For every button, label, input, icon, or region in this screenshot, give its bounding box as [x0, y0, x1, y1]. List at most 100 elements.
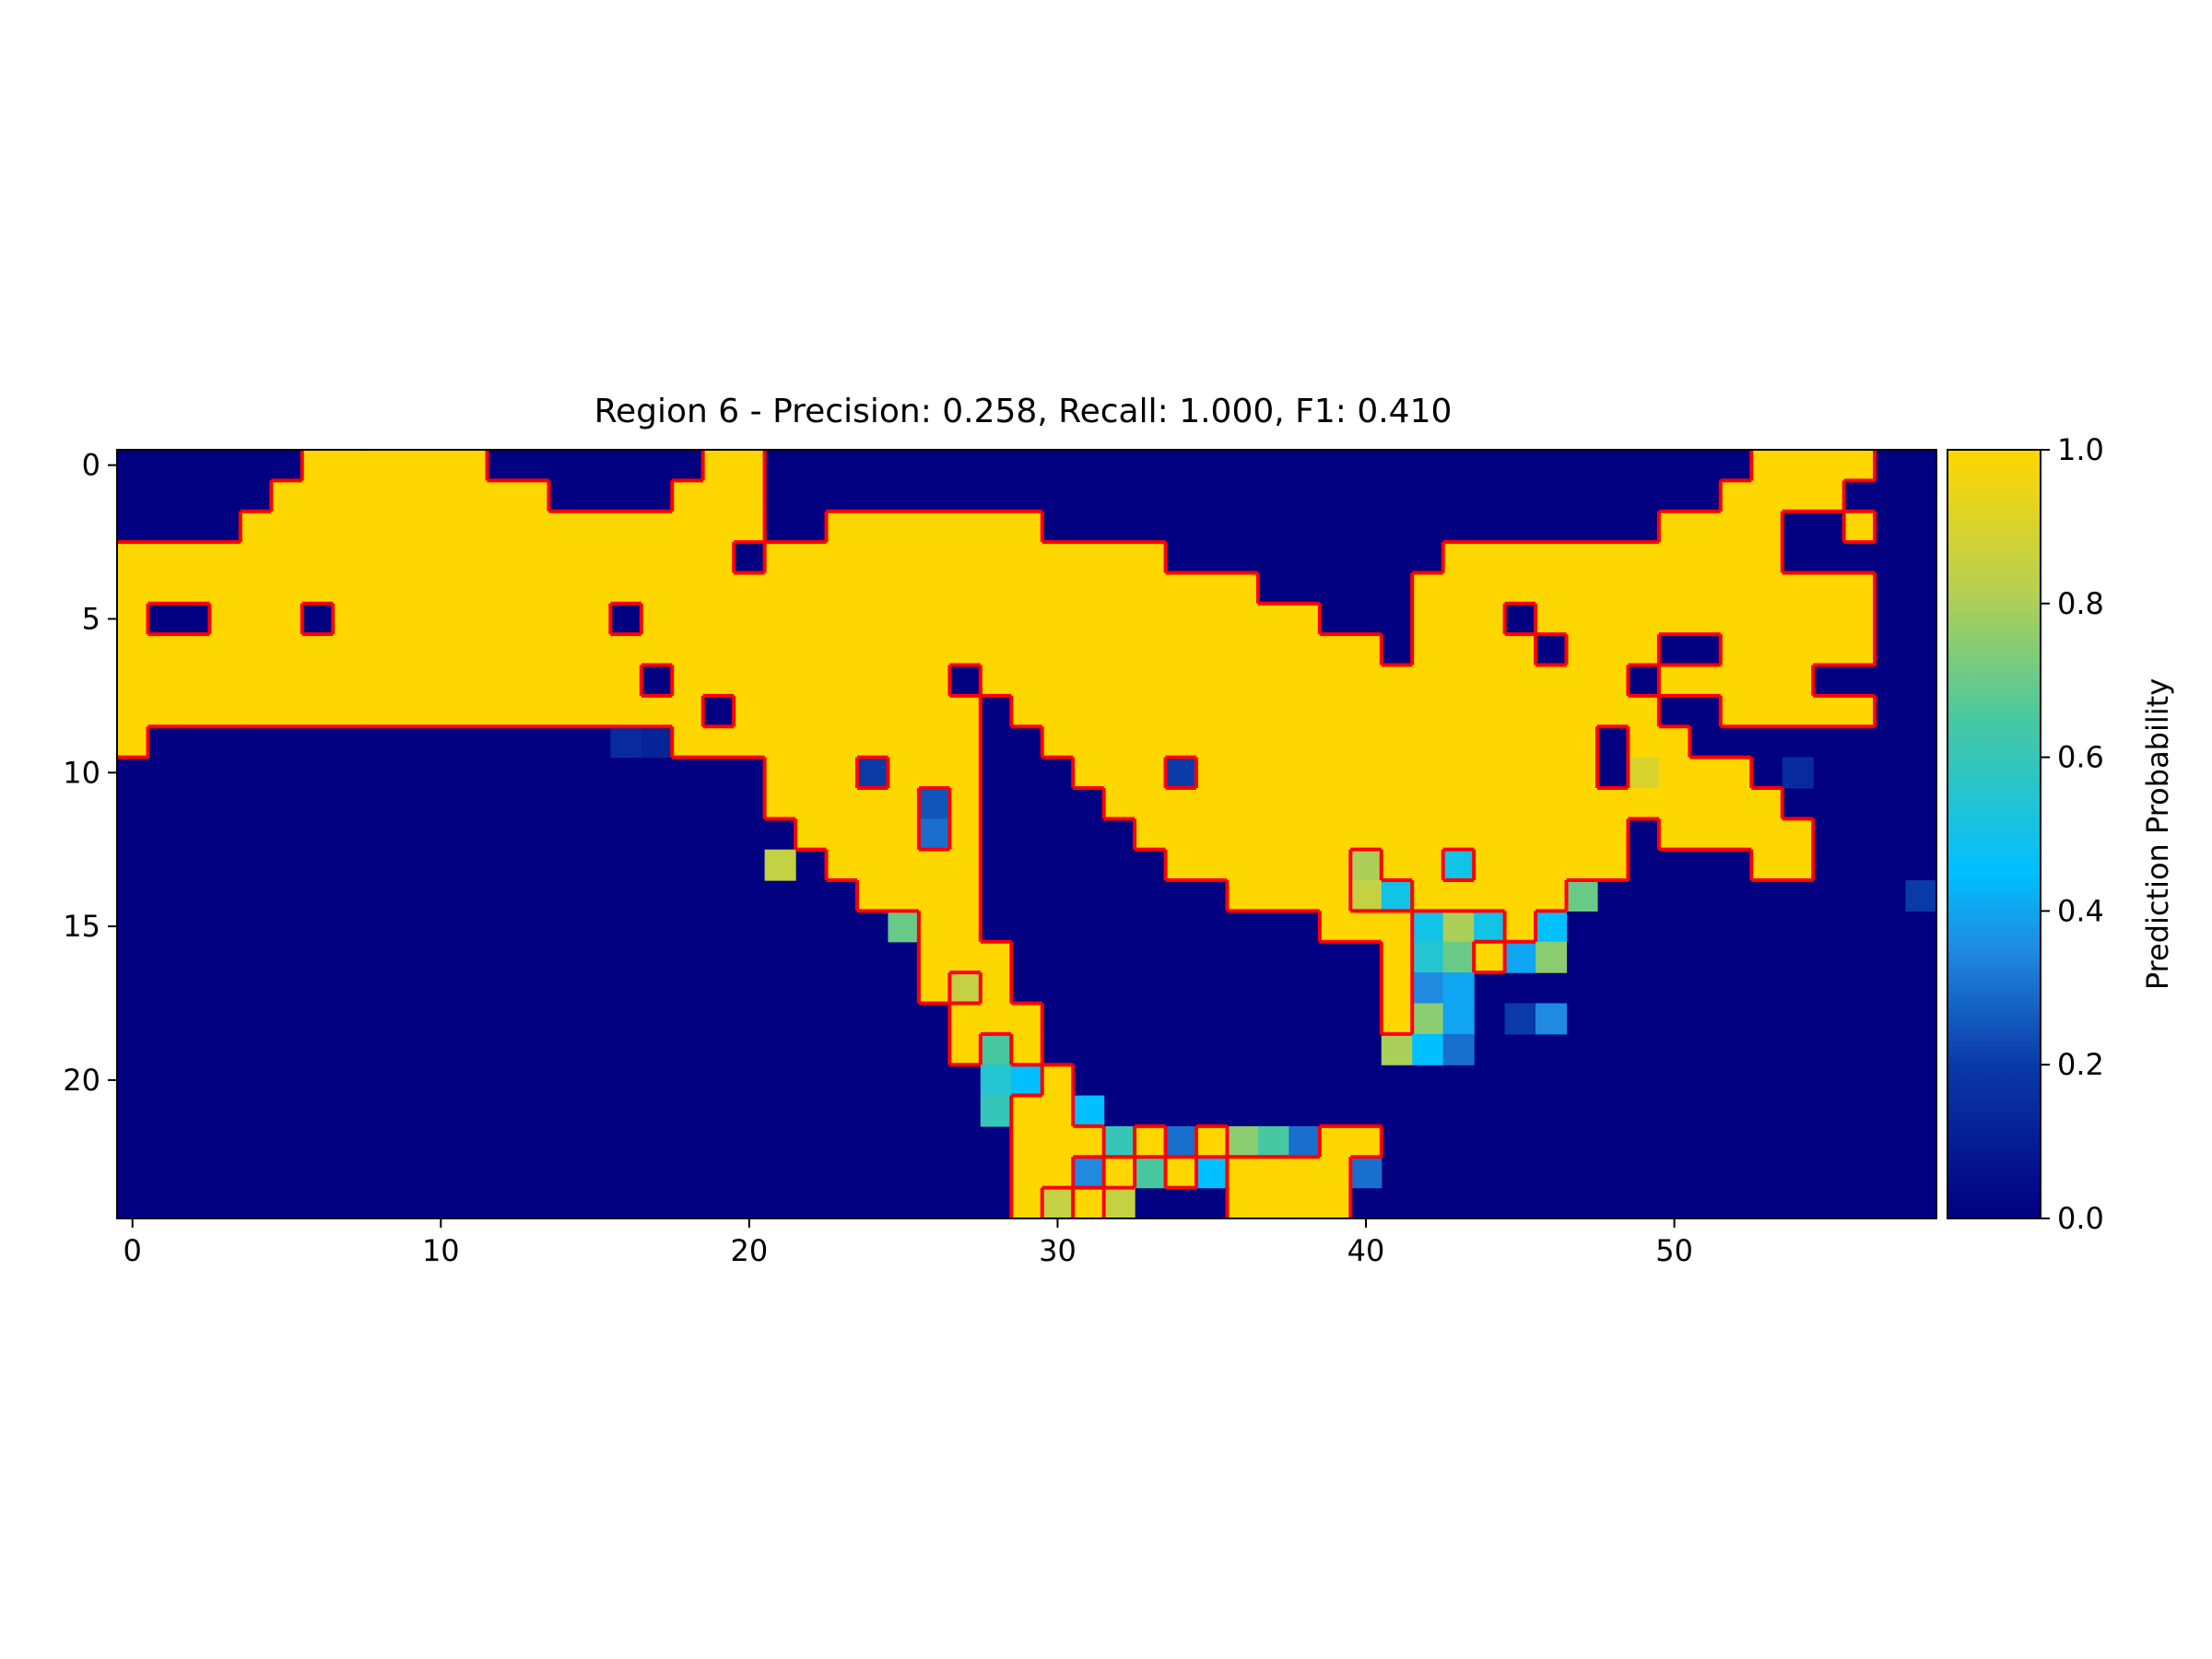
heatmap-cell — [1442, 1003, 1475, 1035]
heatmap-cell — [1257, 787, 1289, 819]
heatmap-cell — [826, 542, 858, 574]
x-tick-label: 30 — [1039, 1233, 1077, 1268]
heatmap-cell — [240, 511, 272, 543]
heatmap-cell — [1227, 572, 1259, 605]
heatmap-cell — [1720, 634, 1752, 666]
heatmap-cell — [856, 695, 889, 727]
heatmap-cell — [1350, 695, 1382, 727]
heatmap-cell — [1474, 757, 1506, 789]
heatmap-cell — [579, 634, 611, 666]
heatmap-cell — [980, 542, 1012, 574]
heatmap-cell — [980, 972, 1012, 1005]
heatmap-cell — [1227, 695, 1259, 727]
heatmap-cell — [1628, 787, 1660, 819]
heatmap-cell — [1165, 665, 1197, 697]
heatmap-cell — [1073, 1187, 1105, 1218]
heatmap-cell — [918, 634, 950, 666]
heatmap-cell — [209, 634, 241, 666]
heatmap-cell — [363, 634, 395, 666]
heatmap-cell — [1442, 787, 1475, 819]
heatmap-cell — [394, 480, 427, 512]
heatmap-cell — [918, 818, 950, 851]
heatmap-cell — [425, 480, 457, 512]
heatmap-cell — [1535, 1003, 1568, 1035]
heatmap-cell — [240, 665, 272, 697]
heatmap-cell — [1442, 818, 1475, 851]
heatmap-cell — [1751, 542, 1783, 574]
heatmap-cell — [1041, 665, 1074, 697]
heatmap-cell — [1474, 665, 1506, 697]
heatmap-cell — [795, 665, 828, 697]
colorbar — [1947, 449, 2041, 1219]
heatmap-cell — [363, 665, 395, 697]
heatmap-cell — [271, 695, 303, 727]
heatmap-cell — [1474, 787, 1506, 819]
heatmap-cell — [548, 603, 581, 635]
heatmap-cell — [1720, 818, 1752, 851]
heatmap-cell — [1381, 1003, 1413, 1035]
heatmap-cell — [918, 665, 950, 697]
heatmap-cell — [301, 572, 334, 605]
heatmap-cell — [1103, 634, 1135, 666]
heatmap-cell — [1288, 849, 1321, 881]
heatmap-cell — [1535, 911, 1568, 943]
heatmap-cell — [1165, 1125, 1197, 1158]
heatmap-cell — [1751, 695, 1783, 727]
heatmap-cell — [1442, 726, 1475, 759]
heatmap-cell — [888, 818, 920, 851]
heatmap-cell — [1566, 572, 1598, 605]
heatmap-cell — [1566, 634, 1598, 666]
heatmap-cell — [147, 665, 180, 697]
heatmap-cell — [949, 726, 982, 759]
heatmap-cell — [672, 511, 704, 543]
heatmap-cell — [980, 603, 1012, 635]
heatmap-cell — [1658, 511, 1690, 543]
x-tick-label: 20 — [731, 1233, 769, 1268]
heatmap-cell — [1474, 911, 1506, 943]
heatmap-cell — [1319, 1125, 1351, 1158]
heatmap-cell — [1474, 603, 1506, 635]
heatmap-cell — [888, 665, 920, 697]
heatmap-cell — [1319, 634, 1351, 666]
heatmap-cell — [1596, 572, 1630, 605]
heatmap-cell — [456, 480, 488, 512]
heatmap-cell — [1566, 665, 1598, 697]
heatmap-cell — [1474, 634, 1506, 666]
heatmap-cell — [1596, 603, 1630, 635]
heatmap-cell — [672, 480, 704, 512]
heatmap-cell — [1504, 757, 1536, 789]
heatmap-cell — [641, 542, 673, 574]
heatmap-cell — [240, 695, 272, 727]
heatmap-cell — [456, 450, 488, 481]
heatmap-cell — [1350, 665, 1382, 697]
heatmap-cell — [1689, 787, 1722, 819]
colorbar-tick-label: 0.6 — [2057, 740, 2104, 775]
heatmap-cell — [1658, 818, 1690, 851]
heatmap-cell — [980, 1033, 1012, 1065]
contour-overlay — [117, 450, 1877, 1218]
heatmap-cell — [1535, 941, 1568, 973]
heatmap-cell — [610, 542, 642, 574]
heatmap-cell — [734, 450, 766, 481]
heatmap-cell — [1103, 787, 1135, 819]
heatmap-cell — [1011, 603, 1043, 635]
heatmap-cell — [1103, 1125, 1135, 1158]
heatmap-cell — [949, 849, 982, 881]
heatmap-cell — [918, 941, 950, 973]
heatmap-cell — [949, 572, 982, 605]
heatmap-cell — [1535, 849, 1568, 881]
heatmap-cell — [1689, 542, 1722, 574]
heatmap-cell — [425, 603, 457, 635]
heatmap-cell — [517, 572, 550, 605]
heatmap-cell — [1319, 695, 1351, 727]
heatmap-cell — [1041, 603, 1074, 635]
heatmap-cell — [1751, 480, 1783, 512]
heatmap-cell — [1073, 1157, 1105, 1189]
heatmap-cell — [1566, 849, 1598, 881]
heatmap-cell — [1288, 726, 1321, 759]
heatmap-cell — [456, 542, 488, 574]
heatmap-cell — [1041, 542, 1074, 574]
heatmap-cell — [1257, 1125, 1289, 1158]
heatmap-cell — [918, 849, 950, 881]
heatmap-cell — [1041, 1095, 1074, 1127]
